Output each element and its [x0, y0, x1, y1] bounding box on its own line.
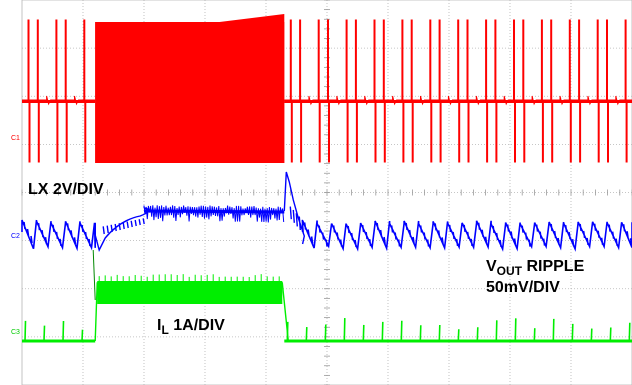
- channel-marker-c1: C1: [11, 135, 20, 142]
- vout-ripple-label: VOUT RIPPLE: [486, 258, 585, 278]
- il-scale-label-sub: L: [161, 323, 168, 337]
- lx-trace-pulse-skipping: [284, 19, 632, 163]
- trace-layer: [21, 14, 632, 343]
- vout-ripple-label-v: V: [486, 258, 497, 275]
- vout-ripple-label-sub: OUT: [497, 264, 523, 278]
- il-scale-label-text: 1A/DIV: [169, 317, 225, 334]
- il-trace-band-spikes: [98, 274, 280, 281]
- il-trace-edge: [92, 249, 96, 301]
- il-scale-label-i: I: [157, 317, 161, 334]
- vout-ripple-label-text: RIPPLE: [522, 258, 585, 275]
- channel-marker-c2: C2: [11, 233, 20, 240]
- lx-trace-switching-envelope: [95, 14, 285, 163]
- channel-marker-c3: C3: [11, 329, 20, 336]
- lx-scale-label: LX 2V/DIV: [28, 181, 104, 198]
- vout-trace-undershoot: [94, 207, 150, 252]
- vout-trace-sawtooth: [301, 220, 632, 252]
- il-trace-load-step: [94, 282, 289, 342]
- il-scale-label: IL 1A/DIV: [157, 317, 225, 337]
- graticule: [21, 0, 632, 385]
- il-trace-light-load-pulses: [24, 320, 84, 342]
- il-trace-light-load-pulses: [286, 318, 631, 342]
- il-trace-ripple-band: [97, 281, 283, 304]
- vout-scale-label: 50mV/DIV: [486, 279, 560, 296]
- vout-trace-overshoot: [283, 171, 306, 245]
- vout-trace-mean: [143, 209, 285, 214]
- vout-trace-sawtooth: [21, 219, 96, 252]
